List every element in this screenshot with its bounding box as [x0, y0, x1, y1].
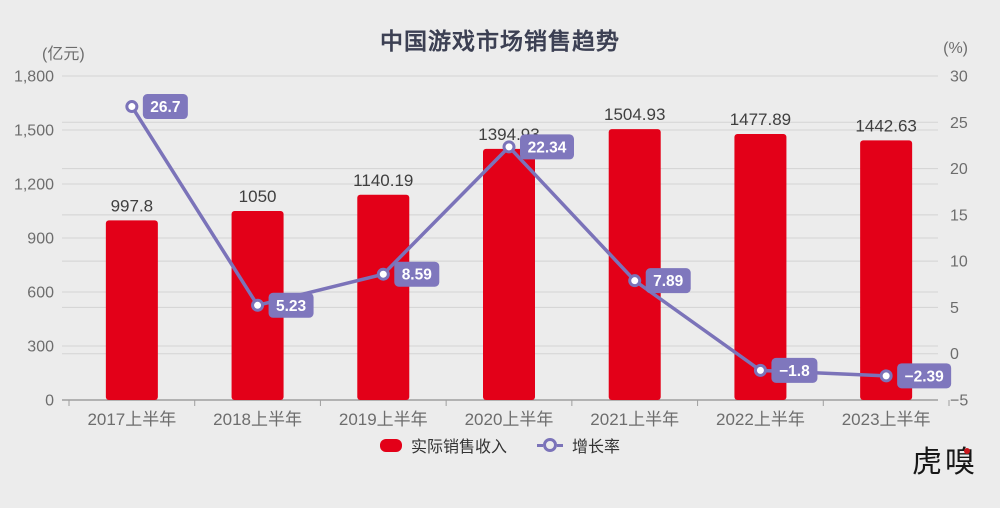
revenue-bar-swatch-icon [379, 438, 402, 452]
legend-item-growth: 增长率 [537, 433, 620, 457]
right-axis-unit-label: (%) [943, 40, 968, 57]
x-axis-category-label: 2017上半年 [87, 410, 176, 429]
bar-2021上半年 [608, 129, 661, 400]
left-axis-tick-label: 1,200 [14, 177, 54, 194]
growth-value-badge-label: 7.89 [653, 273, 684, 290]
growth-value-badge-label: 22.34 [528, 139, 567, 156]
growth-point-2021上半年 [628, 274, 642, 288]
left-axis-unit-label: (亿元) [42, 46, 85, 63]
right-axis-tick-label: 25 [950, 115, 968, 132]
growth-value-badge [268, 292, 314, 318]
x-axis-category-label: 2023上半年 [842, 410, 931, 429]
bar-value-label: 997.8 [111, 196, 154, 215]
left-axis-tick-label: 0 [45, 393, 54, 410]
right-axis-tick-label: 30 [950, 69, 968, 86]
right-axis-tick-label: 5 [950, 300, 959, 317]
growth-value-badge-label: 8.59 [402, 267, 433, 284]
legend-item-revenue: 实际销售收入 [379, 433, 507, 457]
bar-2017上半年 [105, 220, 158, 400]
growth-value-badge [645, 268, 691, 294]
chart-legend: 实际销售收入 增长率 [0, 433, 1000, 457]
bar-2019上半年 [357, 194, 410, 400]
huxiu-logo-red-accent [964, 448, 970, 454]
growth-point-2020上半年 [502, 140, 516, 154]
growth-value-badge [394, 261, 440, 287]
growth-line-marker-icon [537, 438, 563, 452]
bar-2023上半年 [860, 140, 913, 400]
x-axis-category-label: 2018上半年 [213, 410, 302, 429]
growth-point-2019上半年 [376, 267, 390, 281]
bar-value-label: 1442.63 [855, 116, 916, 135]
x-axis-category-label: 2021上半年 [590, 410, 679, 429]
growth-value-badge [897, 363, 952, 389]
growth-point-2017上半年 [125, 100, 139, 114]
x-axis-category-label: 2020上半年 [465, 410, 554, 429]
right-axis-tick-label: 20 [950, 161, 968, 178]
right-axis-tick-label: 0 [950, 346, 959, 363]
growth-point-2023上半年 [879, 369, 893, 383]
left-axis-tick-label: 600 [27, 285, 54, 302]
right-axis-tick-label: 10 [950, 254, 968, 271]
growth-value-badge-label: −1.8 [779, 363, 810, 380]
bar-value-label: 1504.93 [604, 105, 665, 124]
growth-value-badge [771, 357, 818, 383]
bar-value-label: 1477.89 [730, 110, 791, 129]
growth-value-badge [142, 94, 188, 120]
growth-value-badge-label: −2.39 [905, 368, 945, 385]
bar-value-label: 1140.19 [353, 171, 413, 190]
growth-point-2022上半年 [753, 363, 767, 377]
growth-point-2018上半年 [251, 298, 265, 312]
huxiu-logo: 虎嗅 [912, 446, 978, 480]
right-axis-tick-label: −5 [950, 393, 968, 410]
x-axis-category-label: 2022上半年 [716, 410, 805, 429]
growth-value-badge-label: 26.7 [150, 99, 180, 116]
bar-2022上半年 [734, 133, 787, 400]
legend-revenue-label: 实际销售收入 [410, 439, 507, 456]
legend-growth-label: 增长率 [572, 439, 621, 456]
x-axis-category-label: 2019上半年 [339, 410, 428, 429]
left-axis-tick-label: 300 [27, 339, 54, 356]
left-axis-tick-label: 900 [27, 231, 54, 248]
left-axis-tick-label: 1,500 [14, 123, 54, 140]
growth-value-badge [520, 134, 574, 160]
chart-title: 中国游戏市场销售趋势 [380, 28, 620, 54]
bar-value-label: 1050 [239, 187, 277, 206]
right-axis-tick-label: 15 [950, 207, 968, 224]
bar-2020上半年 [483, 148, 535, 400]
growth-value-badge-label: 5.23 [276, 298, 307, 315]
left-axis-tick-label: 1,800 [14, 69, 54, 86]
